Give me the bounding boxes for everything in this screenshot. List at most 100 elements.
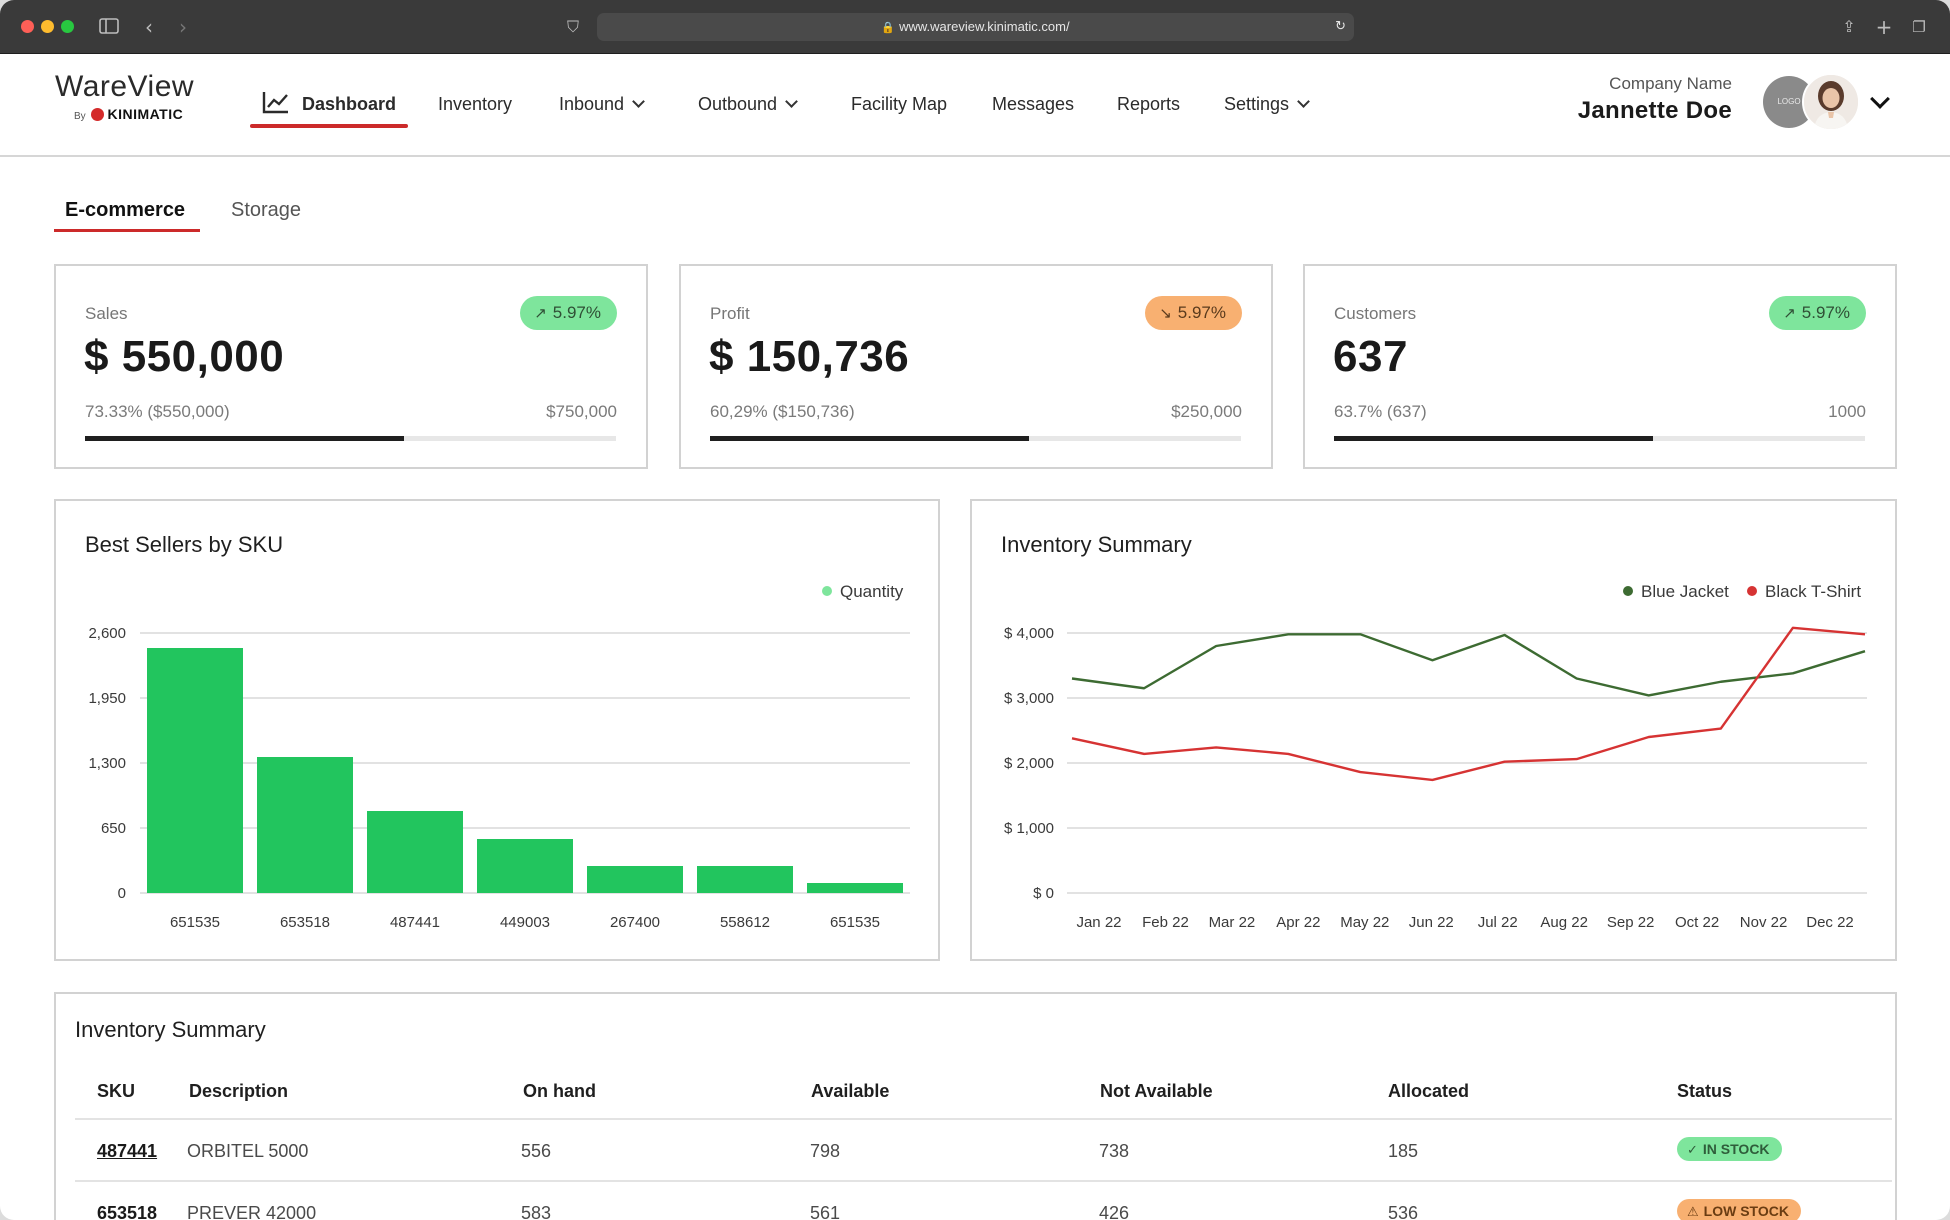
status-text: IN STOCK	[1702, 1141, 1770, 1157]
best-sellers-chart: 0 650 1,300 1,950 2,600 651535 653518 487441 449…	[88, 582, 910, 931]
close-window-button[interactable]	[21, 20, 34, 33]
legend-label: Quantity	[840, 582, 904, 601]
brand-partner: KINIMATIC	[107, 106, 184, 122]
user-info[interactable]: Company Name Jannette Doe	[1578, 74, 1732, 125]
column-header-allocated[interactable]: Allocated	[1388, 1081, 1470, 1101]
shield-icon[interactable]: ⛉	[566, 17, 579, 36]
new-tab-icon[interactable]: +	[1875, 15, 1893, 39]
back-icon[interactable]: ‹	[145, 15, 153, 39]
nav-dashboard-label: Dashboard	[302, 94, 397, 114]
sku-link[interactable]: 653518	[97, 1203, 158, 1220]
x-tick-label: Nov 22	[1740, 914, 1788, 931]
column-header-available[interactable]: Available	[811, 1081, 890, 1101]
kpi-progress-bar	[1334, 436, 1865, 441]
kpi-progress-label: 60,29% ($150,736)	[710, 402, 855, 421]
nav-settings-label: Settings	[1224, 94, 1290, 114]
user-name: Jannette Doe	[1577, 97, 1732, 124]
inventory-summary-chart-card: Inventory Summary $ 0 $ 1,000 $ 2,000 $ 3,0…	[970, 499, 1897, 961]
kpi-card-profit: Profit $ 150,736 ↘ 5.97% 60,29% ($150,736…	[679, 264, 1273, 469]
bar	[477, 839, 573, 893]
kpi-value: $ 150,736	[709, 332, 910, 381]
x-tick-label: Mar 22	[1209, 914, 1256, 931]
bar	[587, 866, 683, 893]
sidebar-glyph	[99, 18, 119, 34]
lock-icon: 🔒	[881, 21, 896, 34]
status-badge: ✓ IN STOCK	[1677, 1137, 1782, 1161]
best-sellers-card: Best Sellers by SKU 0 650 1,300 1,950 2,600 6…	[54, 499, 940, 961]
allocated-cell: 185	[1388, 1141, 1419, 1161]
y-tick-label: $ 0	[1033, 885, 1054, 902]
on-hand-cell: 583	[521, 1203, 552, 1220]
y-tick-label: $ 2,000	[1004, 755, 1054, 772]
arrow-up-right-icon: ↗	[534, 304, 547, 322]
column-header-description[interactable]: Description	[189, 1081, 289, 1101]
brand-logo[interactable]: WareView By KINIMATIC	[55, 70, 194, 122]
avatar[interactable]	[1802, 73, 1860, 131]
arrow-up-right-icon: ↗	[1783, 304, 1796, 322]
kpi-label: Customers	[1334, 304, 1417, 323]
series-line	[1071, 626, 1866, 782]
brand-name: WareView	[55, 70, 195, 103]
minimize-window-button[interactable]	[41, 20, 54, 33]
y-tick-label: 650	[101, 820, 126, 837]
kpi-change-badge: ↗ 5.97%	[1769, 296, 1866, 330]
column-header-not-available[interactable]: Not Available	[1100, 1081, 1213, 1101]
y-tick-label: $ 1,000	[1004, 820, 1054, 837]
share-icon[interactable]: ⇪	[1842, 17, 1856, 36]
not-available-cell: 426	[1099, 1203, 1130, 1220]
url-text: www.wareview.kinimatic.com/	[899, 19, 1070, 34]
arrow-down-right-icon: ↘	[1159, 304, 1172, 322]
nav-outbound[interactable]: Outbound	[698, 54, 798, 155]
kpi-change-value: 5.97%	[552, 303, 601, 322]
kpi-card-sales: Sales $ 550,000 ↗ 5.97% 73.33% ($550,000)…	[54, 264, 648, 469]
brand-by: By	[74, 111, 86, 122]
nav-inventory[interactable]: Inventory	[438, 94, 513, 114]
sku-link[interactable]: 487441	[97, 1141, 158, 1161]
kpi-card-customers: Customers 637 ↗ 5.97% 63.7% (637) 1000	[1303, 264, 1897, 469]
address-bar[interactable]: 🔒 www.wareview.kinimatic.com/ ↻	[597, 13, 1354, 41]
column-header-sku[interactable]: SKU	[97, 1081, 136, 1101]
x-tick-label: Feb 22	[1142, 914, 1189, 931]
nav-outbound-label: Outbound	[698, 94, 778, 114]
reload-icon[interactable]: ↻	[1335, 19, 1346, 34]
nav-messages[interactable]: Messages	[992, 94, 1075, 114]
app-header: WareView By KINIMATIC Dashboard Inventor…	[0, 54, 1950, 157]
forward-icon[interactable]: ›	[179, 15, 187, 39]
nav-inbound[interactable]: Inbound	[559, 54, 645, 155]
kpi-change-badge: ↘ 5.97%	[1145, 296, 1242, 330]
y-tick-label: 2,600	[88, 625, 126, 642]
warning-icon: ⚠	[1687, 1205, 1699, 1220]
tab-storage[interactable]: Storage	[231, 199, 302, 221]
bar	[697, 866, 793, 893]
user-menu-chevron-icon[interactable]	[1870, 89, 1890, 109]
kpi-progress-fill	[85, 436, 404, 441]
x-tick-label: 651535	[170, 914, 220, 931]
x-tick-label: 487441	[390, 914, 440, 931]
nav-settings[interactable]: Settings	[1224, 54, 1310, 155]
tab-ecommerce[interactable]: E-commerce	[65, 199, 186, 221]
x-tick-label: Dec 22	[1806, 914, 1854, 931]
y-tick-label: $ 3,000	[1004, 690, 1054, 707]
browser-toolbar: ‹ › ⛉ 🔒 www.wareview.kinimatic.com/ ↻ ⇪ +…	[0, 0, 1950, 54]
kpi-progress-bar	[85, 436, 616, 441]
legend-swatch	[822, 586, 832, 596]
x-tick-label: 653518	[280, 914, 330, 931]
nav-facility-map[interactable]: Facility Map	[851, 94, 948, 114]
chevron-down-icon	[632, 95, 645, 108]
nav-inbound-label: Inbound	[559, 94, 625, 114]
nav-dashboard[interactable]: Dashboard	[262, 54, 396, 155]
available-cell: 561	[810, 1203, 841, 1220]
brand-byline: By KINIMATIC	[55, 106, 194, 122]
maximize-window-button[interactable]	[61, 20, 74, 33]
kpi-change-value: 5.97%	[1177, 303, 1226, 322]
inventory-summary-chart: $ 0 $ 1,000 $ 2,000 $ 3,000 $ 4,000 Jan 22 Feb…	[1004, 582, 1867, 931]
available-cell: 798	[810, 1141, 841, 1161]
x-tick-label: 267400	[610, 914, 660, 931]
sidebar-toggle-icon[interactable]	[96, 14, 122, 40]
tab-overview-icon[interactable]: ❐	[1912, 18, 1926, 36]
kpi-target: 1000	[1828, 402, 1866, 421]
series-line	[1071, 633, 1866, 697]
column-header-status[interactable]: Status	[1677, 1081, 1733, 1101]
nav-reports[interactable]: Reports	[1117, 94, 1181, 114]
column-header-on-hand[interactable]: On hand	[523, 1081, 596, 1101]
